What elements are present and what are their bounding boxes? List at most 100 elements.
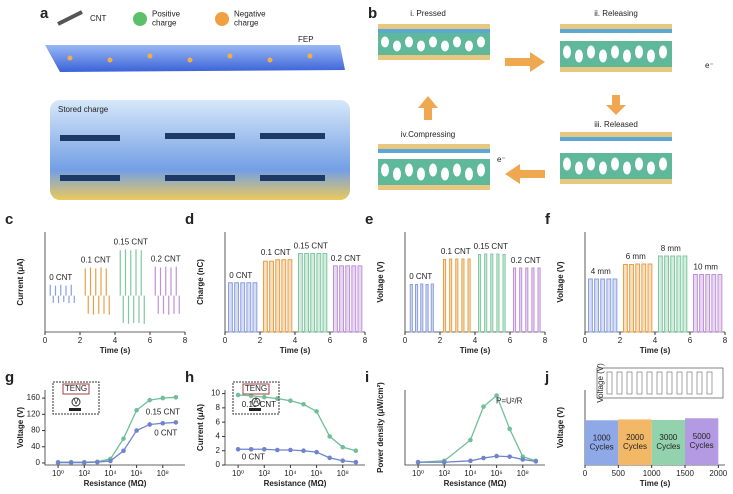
point <box>507 426 512 432</box>
x-axis-label: Time (s) <box>100 346 131 355</box>
point <box>55 460 61 465</box>
point <box>235 392 241 398</box>
inset-y-label: Voltage (V) <box>596 363 605 403</box>
point <box>353 459 359 465</box>
pulse <box>664 255 669 333</box>
point <box>314 409 319 414</box>
inset-pulse <box>626 371 633 395</box>
y-tick-label: 4 <box>216 432 221 441</box>
pulse <box>705 274 711 333</box>
series-label: 4 mm <box>591 267 611 276</box>
pulse <box>409 284 413 333</box>
y-axis-label: Power density (μW/cm²) <box>376 382 385 473</box>
pore <box>647 161 655 175</box>
x-tick-label: 0 <box>583 469 588 478</box>
text-line: charge <box>234 19 259 28</box>
point <box>468 437 473 443</box>
y-axis-label: Voltage (V) <box>16 407 25 449</box>
pulse <box>525 267 529 333</box>
electrode <box>560 67 672 72</box>
series-label: 10 mm <box>694 263 719 272</box>
point <box>275 396 280 401</box>
pulse <box>629 264 634 333</box>
inset-pulse <box>696 371 703 395</box>
step-label: iv.Compressing <box>401 130 456 139</box>
series-label: 0.2 CNT <box>511 256 541 265</box>
pore <box>477 163 485 177</box>
pulse <box>641 263 647 333</box>
electrode <box>378 24 490 29</box>
arrows <box>418 52 626 184</box>
pore <box>465 167 473 181</box>
teng-box <box>62 383 90 395</box>
pore <box>575 49 583 63</box>
inset-pulse <box>606 371 613 395</box>
point <box>494 393 499 398</box>
point <box>301 448 306 454</box>
pore <box>405 163 413 177</box>
point <box>173 394 179 400</box>
cycle-block <box>685 418 719 465</box>
x-tick-label: 2 <box>258 336 263 345</box>
y-axis-label: Current (μA) <box>196 404 205 451</box>
x-tick-label: 10⁰ <box>52 469 64 478</box>
x-tick-label: 4 <box>113 336 118 345</box>
pulse <box>513 267 517 333</box>
pulse <box>699 274 704 333</box>
series-label: 0.2 CNT <box>151 255 181 264</box>
pore <box>393 40 401 52</box>
panel-letter: a <box>40 5 49 22</box>
point <box>160 420 166 426</box>
panel-letter: h <box>185 369 194 386</box>
pulse <box>711 274 717 333</box>
x-axis-label: Time (s) <box>460 346 491 355</box>
pulse <box>588 278 593 333</box>
panel-letter: e <box>365 211 373 228</box>
panel-letter: c <box>5 211 13 228</box>
pore <box>587 45 595 59</box>
meter-label: A <box>253 397 259 406</box>
x-tick-label: 10⁶ <box>310 469 322 478</box>
cycle-block <box>585 420 619 465</box>
pulse <box>333 265 338 333</box>
point <box>248 446 254 452</box>
positive-icon <box>133 12 147 26</box>
pulse <box>263 260 268 333</box>
inset-pulse <box>646 371 653 395</box>
pulse <box>269 260 274 333</box>
point <box>533 459 539 464</box>
text-line: 1000 <box>593 433 611 442</box>
inset-pulse <box>636 371 643 395</box>
point <box>160 395 166 401</box>
point <box>121 436 126 441</box>
electrode <box>560 179 672 184</box>
point <box>235 446 241 452</box>
series-label: 0.15 CNT <box>146 408 180 417</box>
point <box>301 401 306 407</box>
text-line: 2000 <box>626 433 644 442</box>
fep-layer <box>45 45 345 72</box>
series-label: 0 CNT <box>409 272 432 281</box>
point <box>147 422 152 427</box>
pulse <box>623 264 628 333</box>
x-axis-label: Time (s) <box>280 346 311 355</box>
teng-label: TENG <box>245 384 267 393</box>
cycle-block <box>618 419 652 465</box>
inset-frame <box>232 381 280 415</box>
x-tick-label: 1500 <box>676 469 694 478</box>
panel-letter: i <box>365 369 369 386</box>
series-line <box>238 394 357 452</box>
y-tick-label: 40 <box>31 442 40 451</box>
inset-pulse <box>666 371 673 395</box>
axes <box>404 390 545 466</box>
pulse <box>455 258 459 333</box>
series-line <box>238 448 356 463</box>
y-tick-label: 6 <box>216 417 221 426</box>
stored-charge-label: Stored charge <box>58 105 109 114</box>
series-label: 8 mm <box>661 244 681 253</box>
pore <box>563 45 571 59</box>
x-tick-label: 10² <box>78 469 90 478</box>
point <box>340 458 346 464</box>
point <box>275 447 280 453</box>
